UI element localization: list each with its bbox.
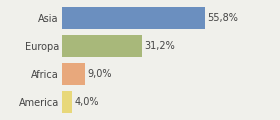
Text: 31,2%: 31,2% — [144, 41, 175, 51]
Text: 9,0%: 9,0% — [87, 69, 112, 79]
Text: 55,8%: 55,8% — [207, 13, 238, 23]
Bar — [62, 35, 142, 57]
Bar — [62, 91, 72, 113]
Bar — [62, 63, 85, 85]
Text: 4,0%: 4,0% — [74, 97, 99, 107]
Bar — [62, 7, 205, 29]
